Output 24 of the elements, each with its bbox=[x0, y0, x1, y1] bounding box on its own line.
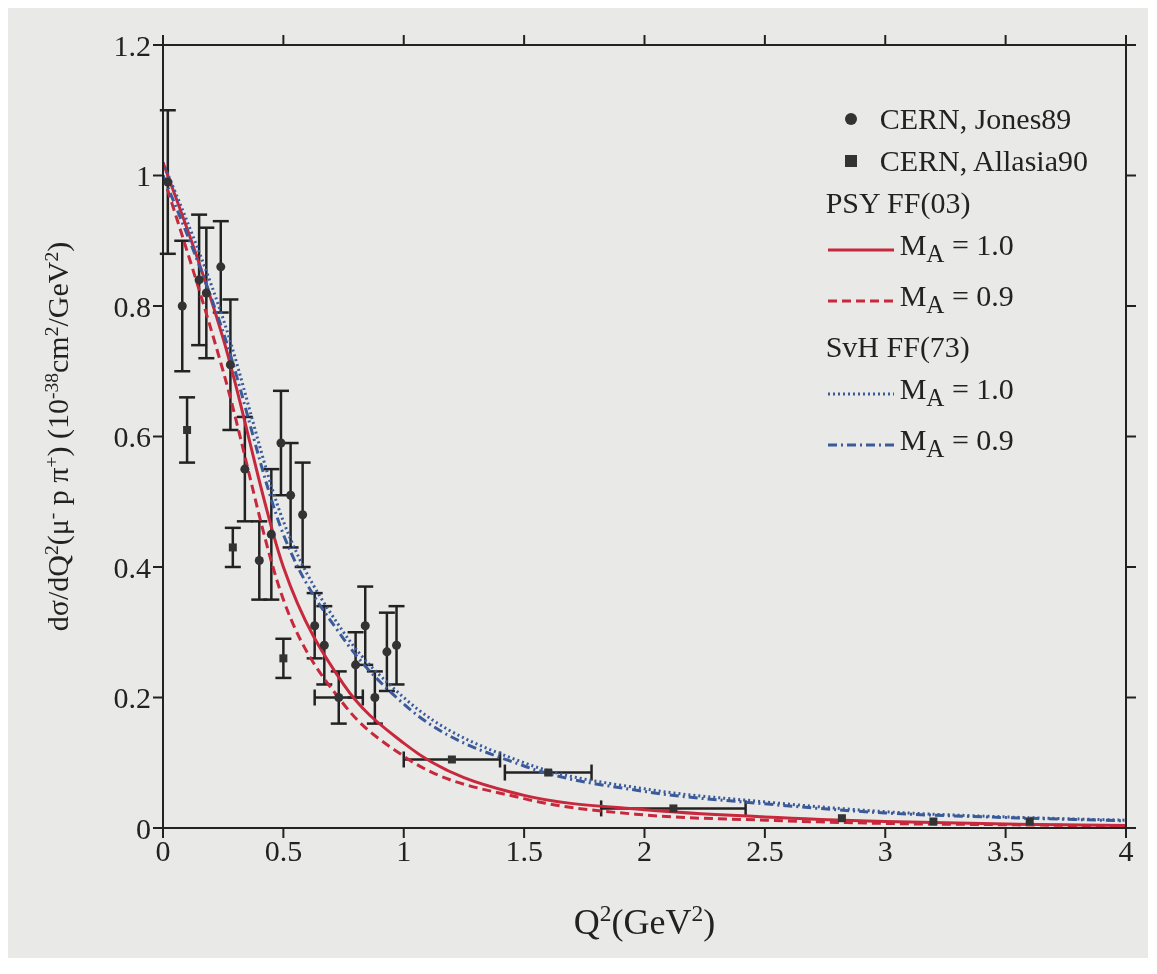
x-tick-label: 3 bbox=[877, 834, 893, 868]
y-tick-label: 1.2 bbox=[113, 28, 151, 62]
legend-label: CERN, Allasia90 bbox=[879, 143, 1088, 179]
y-tick-label: 0.2 bbox=[113, 681, 151, 715]
y-tick-label: 1 bbox=[136, 159, 151, 193]
y-tick-label: 0.8 bbox=[113, 289, 151, 323]
annotation: SvH FF(73) bbox=[825, 329, 971, 365]
x-tick-label: 1.5 bbox=[505, 834, 543, 868]
annotation: PSY FF(03) bbox=[825, 185, 972, 221]
x-tick-label: 2.5 bbox=[746, 834, 784, 868]
x-tick-label: 3.5 bbox=[986, 834, 1025, 868]
legend-label: M$_{A}$ = 1.0 bbox=[899, 227, 1014, 269]
legend-label: M$_{A}$ = 0.9 bbox=[899, 422, 1014, 464]
legend-label: M$_{A}$ = 0.9 bbox=[899, 278, 1014, 320]
x-tick-label: 4 bbox=[1118, 834, 1134, 868]
x-tick-label: 1 bbox=[396, 834, 412, 868]
x-axis-title: Q$^{2}$(GeV$^{2}$) bbox=[573, 900, 716, 942]
y-tick-label: 0.6 bbox=[113, 420, 151, 454]
legend-label: M$_{A}$ = 1.0 bbox=[899, 371, 1014, 413]
x-tick-label: 0.5 bbox=[264, 834, 303, 868]
legend-label: CERN, Jones89 bbox=[879, 101, 1072, 137]
y-tick-label: 0 bbox=[136, 811, 151, 845]
y-tick-label: 0.4 bbox=[113, 550, 151, 584]
x-tick-label: 2 bbox=[637, 834, 652, 868]
